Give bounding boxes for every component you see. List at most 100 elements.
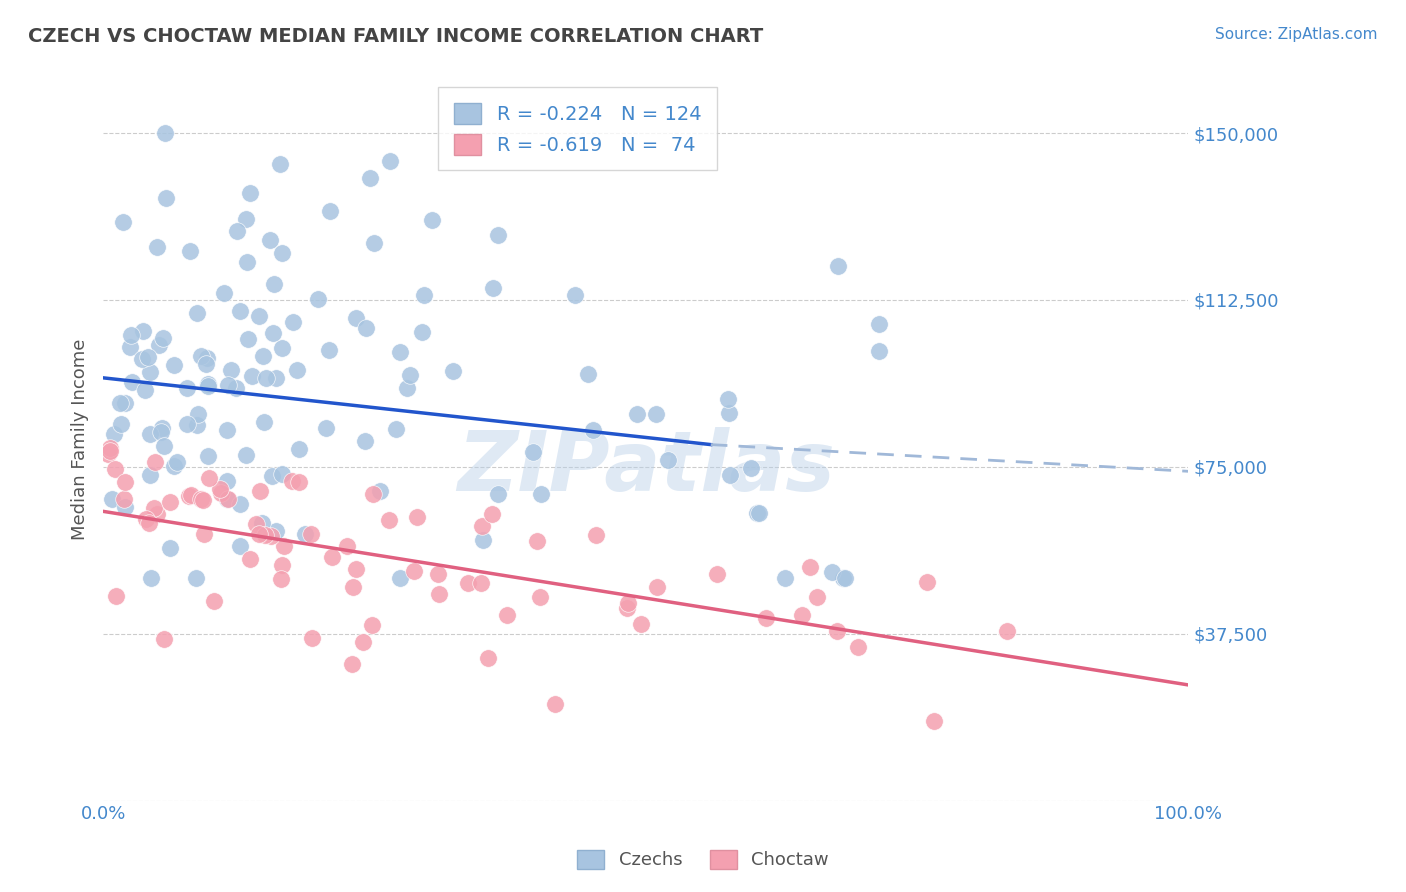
Point <box>104 589 127 603</box>
Point <box>315 420 337 434</box>
Point <box>585 528 607 542</box>
Point <box>239 551 262 566</box>
Point <box>112 215 135 229</box>
Point <box>134 383 156 397</box>
Point <box>139 467 162 482</box>
Point <box>564 288 586 302</box>
Point <box>235 212 257 227</box>
Point <box>163 458 186 473</box>
Point <box>195 351 218 365</box>
Point <box>529 591 551 605</box>
Point <box>420 212 443 227</box>
Point <box>352 635 374 649</box>
Point <box>152 331 174 345</box>
Point <box>299 526 322 541</box>
Point <box>748 507 770 521</box>
Point <box>363 235 385 250</box>
Point <box>404 564 426 578</box>
Point <box>745 506 768 520</box>
Point <box>240 368 263 383</box>
Point <box>245 516 267 531</box>
Point <box>226 224 249 238</box>
Point <box>194 358 217 372</box>
Point <box>997 624 1019 638</box>
Point <box>138 516 160 530</box>
Point <box>103 427 125 442</box>
Point <box>825 624 848 638</box>
Point <box>112 491 135 506</box>
Point <box>217 377 239 392</box>
Point <box>457 576 479 591</box>
Point <box>319 203 342 218</box>
Point <box>249 484 271 499</box>
Point <box>361 487 384 501</box>
Point <box>806 591 828 605</box>
Point <box>114 396 136 410</box>
Point <box>212 286 235 301</box>
Point <box>239 186 262 200</box>
Point <box>155 126 177 140</box>
Point <box>204 593 226 607</box>
Point <box>247 310 270 324</box>
Point <box>250 516 273 531</box>
Point <box>792 608 814 623</box>
Point <box>110 417 132 432</box>
Point <box>380 153 402 168</box>
Point <box>150 421 173 435</box>
Point <box>215 423 238 437</box>
Point <box>98 441 121 455</box>
Point <box>616 596 638 610</box>
Point <box>389 571 412 585</box>
Point <box>470 575 492 590</box>
Point <box>197 379 219 393</box>
Point <box>148 337 170 351</box>
Point <box>441 364 464 378</box>
Point <box>146 240 169 254</box>
Point <box>215 474 238 488</box>
Point <box>190 349 212 363</box>
Text: Source: ZipAtlas.com: Source: ZipAtlas.com <box>1215 27 1378 42</box>
Point <box>336 539 359 553</box>
Point <box>104 462 127 476</box>
Point <box>399 368 422 382</box>
Point <box>253 415 276 429</box>
Point <box>197 449 219 463</box>
Point <box>411 325 433 339</box>
Point <box>486 486 509 500</box>
Point <box>186 306 208 320</box>
Point <box>179 244 201 258</box>
Point <box>159 541 181 555</box>
Point <box>827 259 849 273</box>
Point <box>271 467 294 482</box>
Point <box>481 281 503 295</box>
Point <box>253 528 276 542</box>
Point <box>235 255 257 269</box>
Point <box>307 292 329 306</box>
Point <box>288 442 311 456</box>
Point <box>471 519 494 533</box>
Point <box>657 452 679 467</box>
Point <box>159 495 181 509</box>
Point <box>799 559 821 574</box>
Point <box>755 611 778 625</box>
Point <box>645 407 668 421</box>
Point <box>526 533 548 548</box>
Point <box>359 170 381 185</box>
Point <box>395 381 418 395</box>
Point <box>97 447 120 461</box>
Point <box>153 632 176 646</box>
Point <box>868 343 890 358</box>
Point <box>252 349 274 363</box>
Point <box>229 539 252 553</box>
Legend: Czechs, Choctaw: Czechs, Choctaw <box>568 841 838 879</box>
Point <box>225 381 247 395</box>
Point <box>582 423 605 437</box>
Point <box>285 363 308 377</box>
Point <box>481 507 503 521</box>
Point <box>281 315 304 329</box>
Point <box>138 365 160 379</box>
Point <box>740 461 762 475</box>
Point <box>344 562 367 576</box>
Point <box>270 572 292 586</box>
Point <box>269 157 291 171</box>
